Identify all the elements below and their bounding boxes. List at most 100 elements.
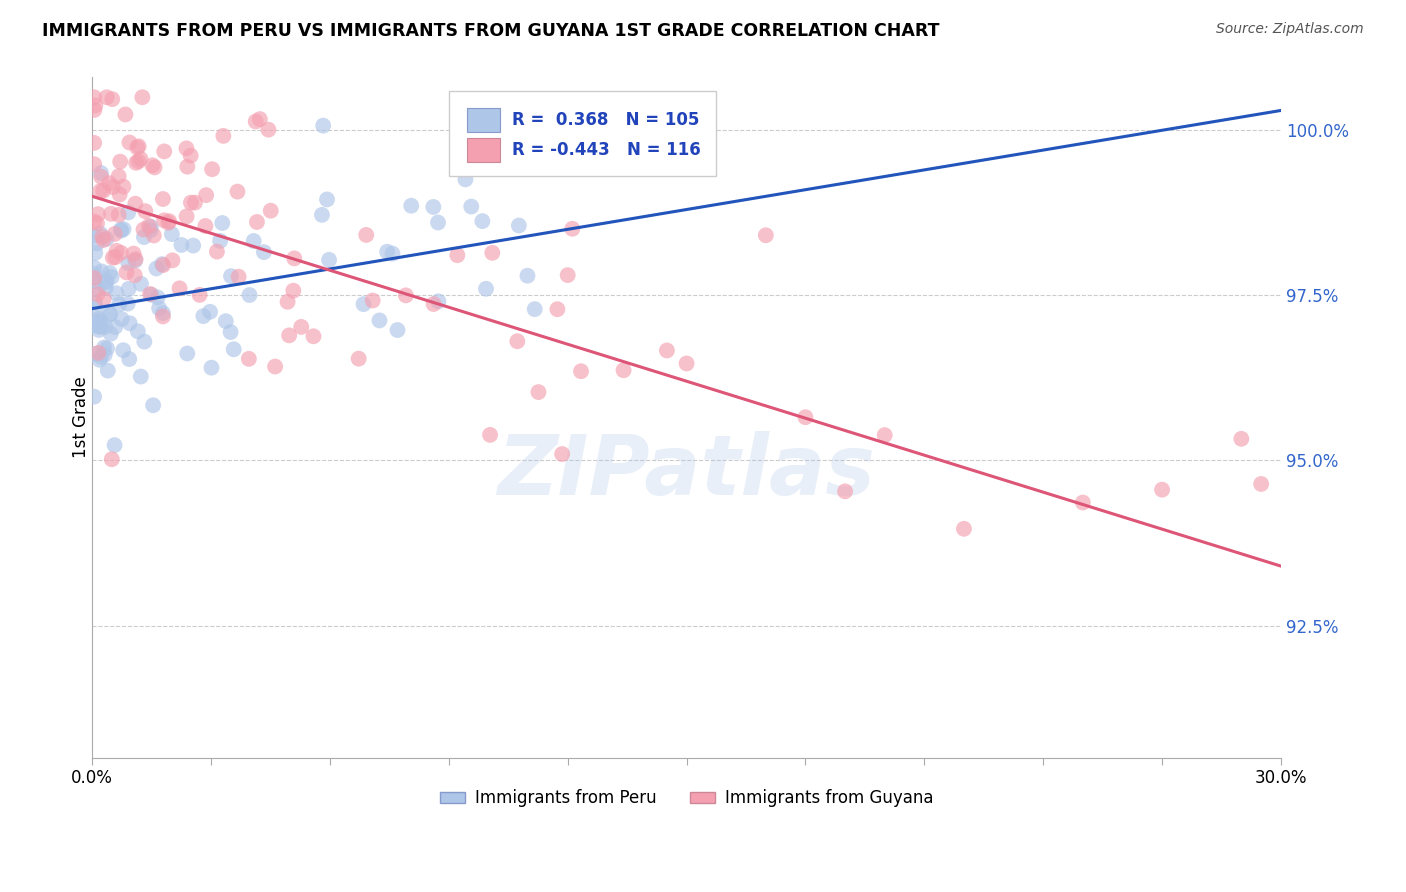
Point: [90, 166, 112, 180]
Point: [86, 287, 108, 301]
Point: [83, 214, 105, 228]
Legend: Immigrants from Peru, Immigrants from Guyana: Immigrants from Peru, Immigrants from Gu…: [433, 782, 941, 814]
Point: [1071, 495, 1094, 509]
Point: [98, 176, 121, 190]
Point: [110, 245, 132, 260]
Point: [422, 200, 444, 214]
Point: [201, 162, 224, 177]
Point: [86, 216, 108, 230]
Point: [94, 319, 117, 334]
Point: [89, 227, 111, 241]
Point: [834, 484, 856, 499]
Point: [152, 306, 174, 320]
Point: [124, 268, 146, 283]
Point: [98, 307, 121, 321]
Point: [89, 314, 111, 328]
Point: [90, 319, 112, 334]
Text: R =  0.368   N = 105: R = 0.368 N = 105: [512, 112, 699, 129]
Point: [89, 352, 111, 367]
Point: [84, 347, 107, 361]
Point: [242, 234, 264, 248]
Point: [87, 316, 110, 330]
Point: [129, 369, 152, 384]
Point: [157, 216, 180, 230]
Point: [153, 145, 176, 159]
Point: [399, 199, 422, 213]
Point: [101, 92, 124, 106]
Point: [561, 221, 583, 235]
Point: [557, 268, 579, 282]
Point: [132, 222, 155, 236]
Point: [83, 228, 105, 243]
Point: [83, 318, 105, 333]
Point: [131, 90, 153, 104]
Point: [1250, 477, 1272, 491]
Point: [110, 224, 132, 238]
Point: [176, 160, 198, 174]
Point: [395, 288, 418, 302]
Point: [100, 452, 122, 467]
Point: [146, 290, 169, 304]
Point: [87, 311, 110, 326]
Point: [145, 261, 167, 276]
Point: [86, 283, 108, 297]
Point: [128, 139, 150, 153]
Point: [290, 319, 312, 334]
Point: [200, 360, 222, 375]
Point: [228, 269, 250, 284]
Point: [953, 522, 976, 536]
Point: [122, 246, 145, 260]
Point: [212, 128, 235, 143]
Point: [94, 276, 117, 290]
Point: [347, 351, 370, 366]
Point: [283, 252, 305, 266]
Point: [103, 438, 125, 452]
Point: [188, 288, 211, 302]
Point: [170, 238, 193, 252]
Point: [1152, 483, 1174, 497]
Point: [160, 227, 183, 241]
Point: [104, 227, 127, 241]
Point: [104, 320, 127, 334]
Point: [215, 314, 238, 328]
Point: [551, 447, 574, 461]
Point: [283, 284, 305, 298]
Point: [89, 184, 111, 198]
Point: [107, 208, 129, 222]
Point: [124, 196, 146, 211]
Point: [83, 136, 105, 150]
Text: ZIPatlas: ZIPatlas: [498, 432, 876, 513]
Point: [124, 253, 146, 268]
Point: [387, 323, 409, 337]
Point: [101, 180, 124, 194]
Point: [257, 122, 280, 136]
Point: [127, 140, 149, 154]
Point: [112, 179, 135, 194]
Point: [316, 193, 339, 207]
Point: [278, 328, 301, 343]
Point: [238, 351, 260, 366]
Point: [246, 215, 269, 229]
Point: [96, 274, 118, 288]
Point: [148, 301, 170, 316]
Point: [475, 282, 498, 296]
Point: [110, 222, 132, 236]
Point: [446, 248, 468, 262]
Point: [98, 307, 121, 321]
Point: [152, 258, 174, 272]
Point: [118, 352, 141, 367]
Point: [105, 244, 128, 258]
Point: [139, 219, 162, 234]
Point: [181, 238, 204, 252]
Point: [153, 213, 176, 227]
Point: [93, 341, 115, 355]
Text: R = -0.443   N = 116: R = -0.443 N = 116: [512, 141, 700, 159]
Point: [87, 323, 110, 337]
Point: [124, 252, 146, 267]
Point: [143, 161, 166, 175]
Point: [209, 234, 232, 248]
Point: [277, 294, 299, 309]
Point: [108, 154, 131, 169]
Point: [873, 428, 896, 442]
Point: [83, 267, 105, 281]
